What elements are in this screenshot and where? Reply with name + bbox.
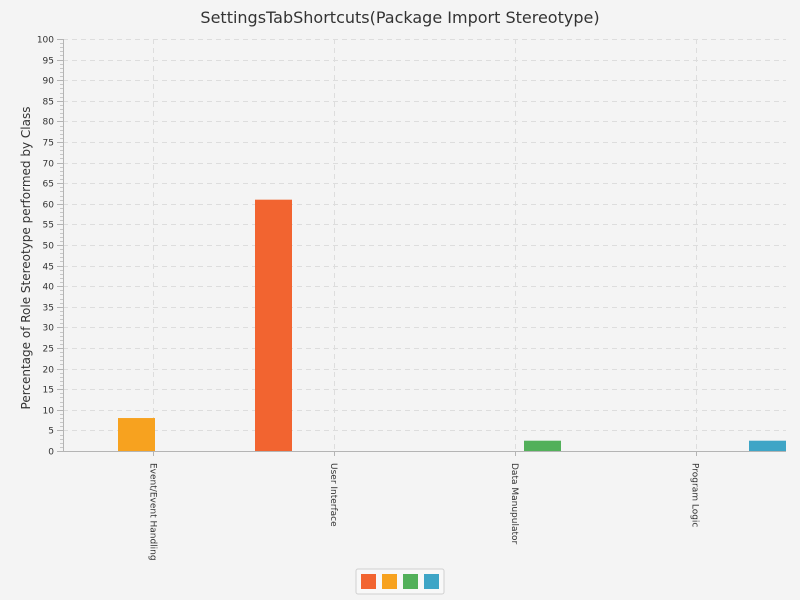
bars [118, 199, 786, 451]
legend [355, 568, 445, 595]
chart-title: SettingsTabShortcuts(Package Import Ster… [200, 8, 599, 27]
y-tick-label: 60 [43, 201, 55, 211]
y-tick-label: 25 [43, 345, 54, 355]
bar-event-event-handling [118, 418, 155, 451]
bar-data-manupulator [524, 440, 561, 451]
y-tick-label: 80 [43, 118, 55, 128]
legend-swatch [424, 574, 439, 589]
y-tick-label: 90 [43, 77, 55, 87]
y-tick-label: 35 [43, 304, 54, 314]
legend-swatch [361, 574, 376, 589]
y-tick-label: 75 [43, 139, 54, 149]
y-tick-label: 65 [43, 180, 54, 190]
legend-box [355, 568, 445, 595]
y-tick-label: 30 [43, 324, 55, 334]
y-tick-label: 10 [43, 407, 55, 417]
y-axis-label: Percentage of Role Stereotype performed … [19, 107, 33, 410]
y-tick-label: 0 [48, 448, 54, 458]
legend-swatch [403, 574, 418, 589]
axes: 0 5 10 15 20 25 30 35 40 45 50 55 60 65 70 75 80 85 90 95 10… [37, 36, 786, 458]
y-tick-label: 50 [43, 242, 55, 252]
legend-swatch [382, 574, 397, 589]
y-tick-label: 45 [43, 263, 54, 273]
bar-program-logic [749, 440, 786, 451]
y-tick-label: 100 [37, 36, 54, 46]
category-label: Data Manupulator [509, 463, 519, 545]
grid-lines [63, 39, 786, 451]
y-tick-label: 5 [48, 427, 54, 437]
y-tick-label: 85 [43, 98, 54, 108]
y-tick-label: 95 [43, 57, 54, 67]
y-tick-label: 20 [43, 366, 55, 376]
category-label: Event/Event Handling [147, 463, 157, 561]
y-tick-label: 40 [43, 283, 55, 293]
y-tick-label: 15 [43, 386, 54, 396]
category-labels: Event/Event Handling User Interface Data M… [147, 463, 699, 561]
bar-user-interface [255, 199, 292, 451]
y-tick-label: 70 [43, 160, 55, 170]
category-label: User Interface [328, 463, 338, 527]
y-tick-label: 55 [43, 221, 54, 231]
category-label: Program Logic [690, 463, 700, 527]
